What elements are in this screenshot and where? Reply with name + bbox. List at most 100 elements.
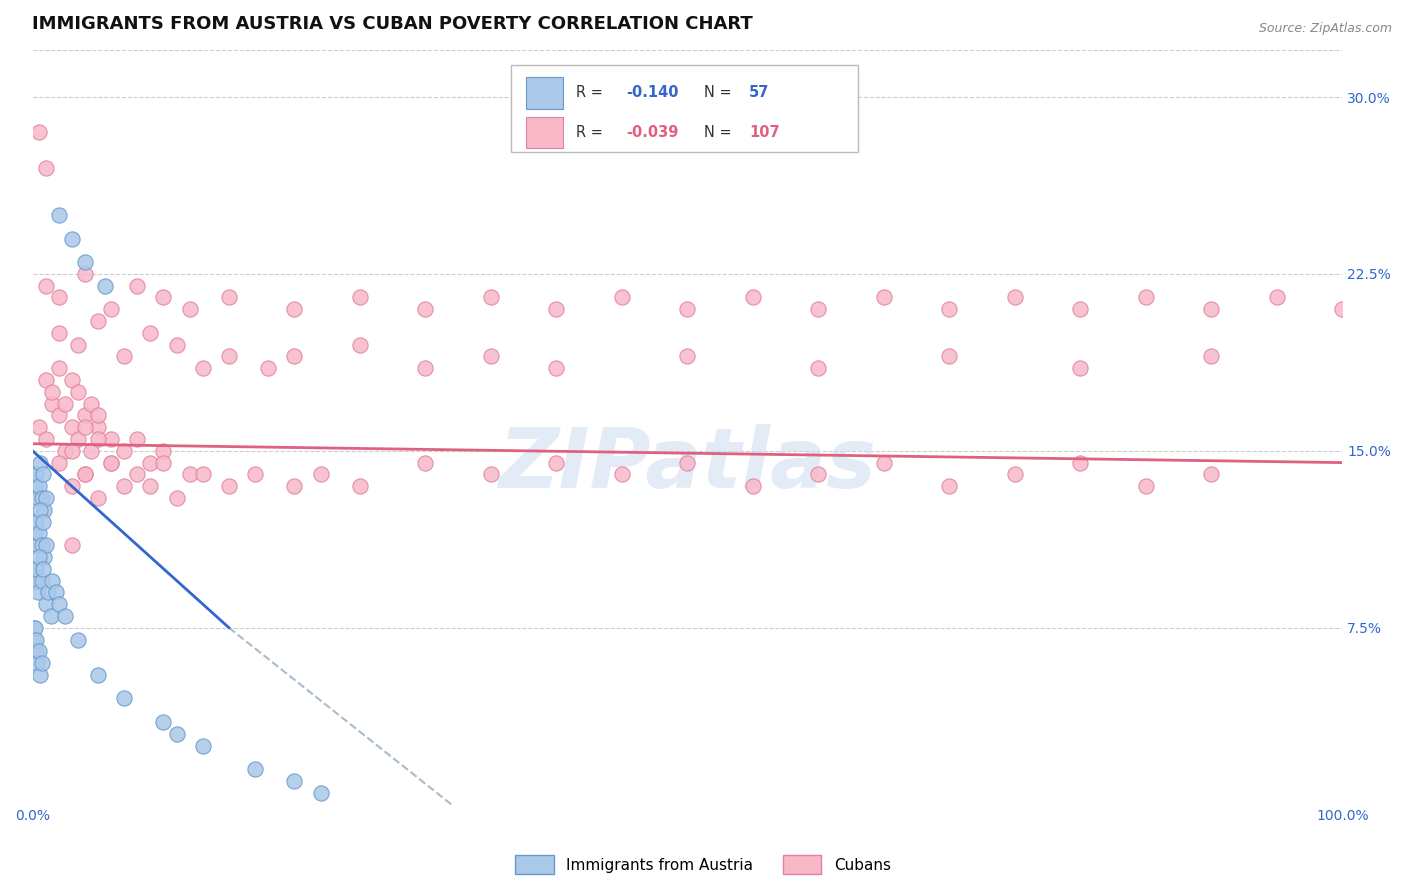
- Text: N =: N =: [704, 125, 737, 140]
- Point: [32, 562, 55, 576]
- Point: [166, 337, 188, 351]
- Point: [30, 503, 52, 517]
- Point: [1201, 350, 1223, 364]
- Text: -0.039: -0.039: [626, 125, 678, 140]
- Point: [34, 538, 56, 552]
- Point: [60, 479, 83, 493]
- Point: [546, 456, 568, 470]
- Point: [25, 632, 48, 647]
- Point: [25, 562, 48, 576]
- Point: [257, 361, 280, 376]
- Point: [873, 456, 896, 470]
- Point: [45, 585, 67, 599]
- Point: [41, 384, 63, 399]
- Point: [349, 291, 371, 305]
- Point: [67, 432, 90, 446]
- Point: [100, 302, 122, 317]
- Point: [191, 739, 214, 753]
- Point: [22, 621, 45, 635]
- Point: [28, 526, 51, 541]
- Point: [112, 691, 135, 706]
- Point: [479, 291, 502, 305]
- Point: [112, 350, 135, 364]
- Point: [191, 467, 214, 482]
- Point: [24, 621, 46, 635]
- Point: [48, 326, 70, 340]
- Point: [87, 491, 110, 505]
- Point: [31, 574, 53, 588]
- Point: [27, 538, 49, 552]
- Text: R =: R =: [576, 86, 607, 100]
- Point: [34, 432, 56, 446]
- Point: [24, 479, 46, 493]
- Point: [73, 420, 96, 434]
- Point: [676, 456, 699, 470]
- Point: [1069, 361, 1091, 376]
- Point: [283, 302, 305, 317]
- Point: [31, 538, 53, 552]
- Point: [34, 161, 56, 175]
- Point: [807, 467, 830, 482]
- Point: [34, 597, 56, 611]
- Point: [179, 467, 201, 482]
- Point: [283, 350, 305, 364]
- Text: ZIPatlas: ZIPatlas: [499, 425, 876, 506]
- Point: [87, 432, 110, 446]
- Point: [283, 774, 305, 789]
- Point: [1069, 456, 1091, 470]
- Point: [48, 409, 70, 423]
- Point: [873, 291, 896, 305]
- Point: [546, 361, 568, 376]
- Point: [218, 291, 240, 305]
- Point: [191, 361, 214, 376]
- Point: [73, 467, 96, 482]
- Point: [127, 467, 149, 482]
- Point: [127, 278, 149, 293]
- Point: [87, 314, 110, 328]
- Point: [349, 337, 371, 351]
- Point: [28, 125, 51, 139]
- Point: [34, 373, 56, 387]
- Point: [67, 337, 90, 351]
- Point: [30, 668, 52, 682]
- Point: [127, 432, 149, 446]
- Point: [28, 420, 51, 434]
- Point: [22, 562, 45, 576]
- Point: [152, 291, 174, 305]
- Point: [112, 443, 135, 458]
- Point: [309, 467, 332, 482]
- Point: [1135, 479, 1157, 493]
- Point: [479, 350, 502, 364]
- Point: [73, 255, 96, 269]
- Point: [415, 456, 437, 470]
- Point: [27, 585, 49, 599]
- Point: [218, 479, 240, 493]
- Point: [112, 479, 135, 493]
- Point: [60, 373, 83, 387]
- Point: [48, 597, 70, 611]
- Point: [24, 574, 46, 588]
- Point: [415, 361, 437, 376]
- Point: [31, 656, 53, 670]
- Point: [22, 467, 45, 482]
- Point: [1004, 291, 1026, 305]
- Point: [139, 479, 162, 493]
- Point: [283, 479, 305, 493]
- Point: [1135, 291, 1157, 305]
- Point: [479, 467, 502, 482]
- Point: [30, 456, 52, 470]
- Point: [24, 632, 46, 647]
- Point: [93, 278, 115, 293]
- Point: [32, 467, 55, 482]
- Point: [676, 302, 699, 317]
- Point: [1265, 291, 1288, 305]
- Point: [60, 420, 83, 434]
- Point: [41, 397, 63, 411]
- Point: [22, 515, 45, 529]
- Point: [807, 302, 830, 317]
- Point: [100, 456, 122, 470]
- Point: [48, 361, 70, 376]
- Point: [166, 727, 188, 741]
- Point: [938, 302, 960, 317]
- Point: [48, 208, 70, 222]
